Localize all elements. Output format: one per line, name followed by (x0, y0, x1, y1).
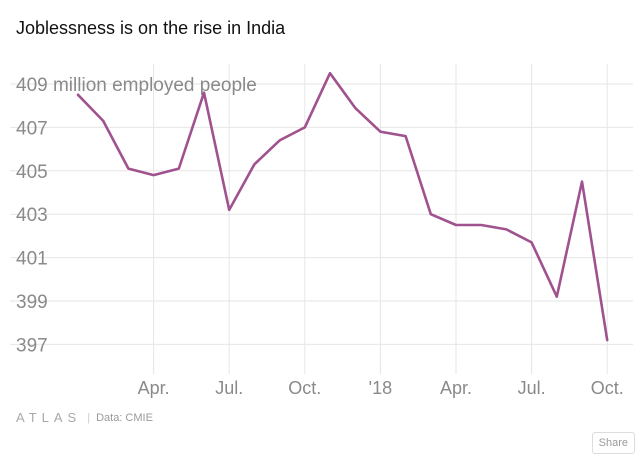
data-points (77, 73, 608, 341)
x-tick-label: Apr. (138, 378, 170, 398)
x-tick-label: Oct. (591, 378, 624, 398)
y-tick-label: 397 (16, 335, 48, 356)
share-button[interactable]: Share (591, 432, 635, 454)
y-tick-label: 399 (16, 292, 48, 313)
x-tick-label: Oct. (288, 378, 321, 398)
y-tick-label: 403 (16, 205, 48, 226)
y-unit-annotation: 409 million employed people (16, 75, 257, 96)
x-axis-ticks: Apr. Jul. Oct. '18 Apr. Jul. Oct. (138, 378, 624, 398)
x-tick-label: Jul. (518, 378, 546, 398)
footer: ATLAS | Data: CMIE (16, 410, 153, 425)
data-source: Data: CMIE (96, 411, 153, 424)
line-chart: 397 399 401 403 405 407 Apr. Jul. Oct. '18 Apr. Ju… (10, 64, 633, 398)
x-tick-label: '18 (369, 378, 392, 398)
footer-separator: | (87, 411, 91, 424)
brand-logo: ATLAS (16, 410, 82, 425)
y-tick-label: 407 (16, 118, 48, 139)
y-tick-label: 405 (16, 162, 48, 183)
gridlines (10, 64, 633, 375)
series-line (76, 71, 609, 342)
chart-title: Joblessness is on the rise in India (16, 18, 286, 38)
x-tick-label: Apr. (440, 378, 472, 398)
y-tick-label: 401 (16, 249, 48, 270)
y-axis-ticks: 397 399 401 403 405 407 (16, 118, 48, 356)
x-tick-label: Jul. (215, 378, 243, 398)
